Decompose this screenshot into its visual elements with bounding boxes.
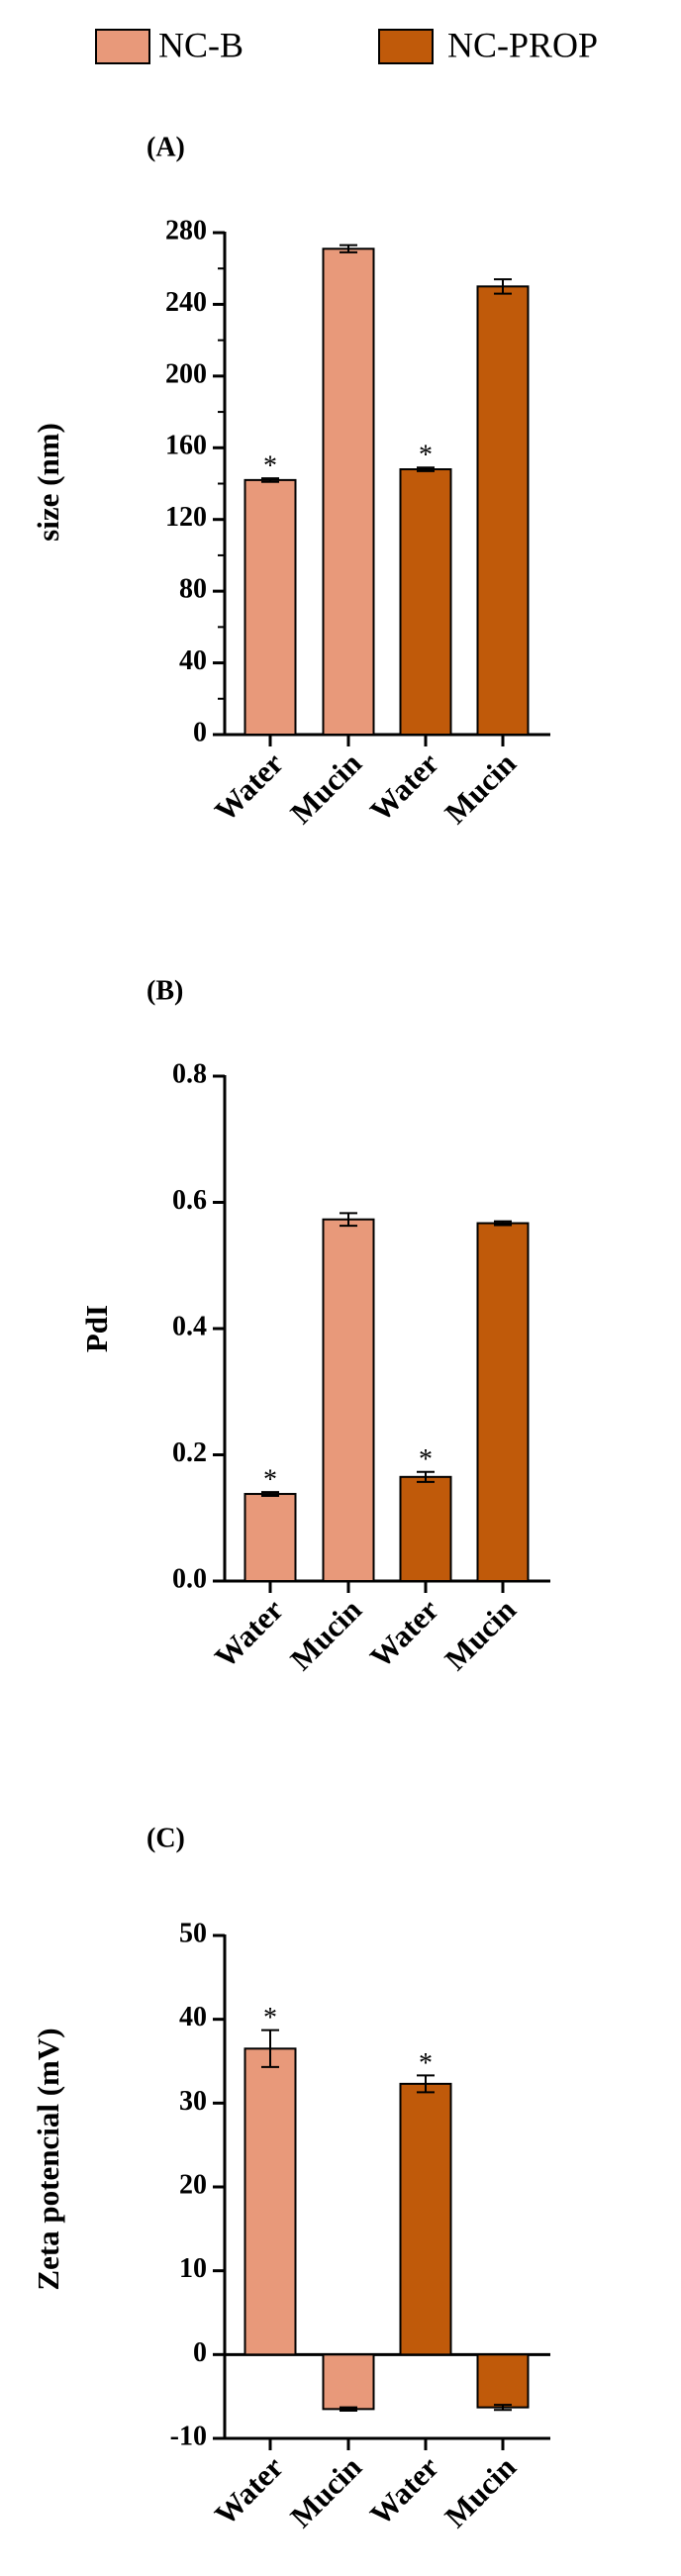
x-tick-label: Mucin <box>283 1592 368 1677</box>
x-tick-label: Mucin <box>438 1592 523 1677</box>
significance-mark: * <box>263 1465 277 1496</box>
y-tick-label: 50 <box>179 1918 207 1948</box>
y-tick-label: 280 <box>165 215 207 246</box>
panel-label: (C) <box>146 1823 185 1853</box>
bar <box>399 2082 452 2356</box>
significance-mark: * <box>419 441 433 471</box>
y-tick-label: -10 <box>170 2421 207 2451</box>
y-tick-label: 0 <box>193 717 207 747</box>
x-tick-label: Water <box>363 745 445 828</box>
bar <box>322 248 375 737</box>
y-tick-label: 0.8 <box>172 1058 207 1089</box>
legend-swatch <box>95 29 150 64</box>
bar <box>243 2047 297 2356</box>
y-tick-label: 30 <box>179 2086 207 2117</box>
panel-label: (B) <box>146 975 183 1006</box>
bar <box>399 1475 452 1582</box>
significance-mark: * <box>263 450 277 481</box>
x-tick-label: Mucin <box>283 2449 368 2534</box>
y-tick-label: 0 <box>193 2337 207 2368</box>
legend-swatch <box>378 29 434 64</box>
bar <box>476 285 530 736</box>
x-tick-label: Water <box>208 745 290 828</box>
x-tick-label: Water <box>208 1592 290 1674</box>
x-tick-label: Mucin <box>438 745 523 831</box>
y-tick-label: 0.4 <box>172 1311 207 1341</box>
legend-label: NC-B <box>158 25 243 64</box>
x-tick-label: Water <box>208 2449 290 2531</box>
y-axis-label: Zeta potencial (mV) <box>31 2028 65 2290</box>
y-axis-label: PdI <box>79 1305 114 1352</box>
x-tick-label: Mucin <box>438 2449 523 2534</box>
y-tick-label: 240 <box>165 287 207 318</box>
bar <box>476 2353 530 2409</box>
y-tick-label: 20 <box>179 2169 207 2200</box>
y-tick-label: 160 <box>165 431 207 461</box>
bar <box>322 2353 375 2411</box>
bar <box>322 1218 375 1583</box>
y-tick-label: 200 <box>165 358 207 389</box>
y-tick-label: 40 <box>179 645 207 676</box>
bar <box>476 1222 530 1582</box>
x-tick-label: Mucin <box>283 745 368 831</box>
y-tick-label: 0.2 <box>172 1437 207 1468</box>
x-tick-label: Water <box>363 2449 445 2531</box>
y-axis-label: size (nm) <box>31 423 65 542</box>
significance-mark: * <box>419 2048 433 2079</box>
x-tick-label: Water <box>363 1592 445 1674</box>
bar <box>243 1493 297 1583</box>
y-tick-label: 120 <box>165 502 207 533</box>
bar <box>399 468 452 736</box>
y-tick-label: 0.6 <box>172 1185 207 1216</box>
legend-label: NC-PROP <box>447 25 598 64</box>
y-tick-label: 0.0 <box>172 1563 207 1594</box>
y-tick-label: 80 <box>179 574 207 605</box>
significance-mark: * <box>263 2003 277 2033</box>
significance-mark: * <box>419 1444 433 1475</box>
bar <box>243 478 297 736</box>
y-tick-label: 40 <box>179 2002 207 2032</box>
y-tick-label: 10 <box>179 2253 207 2284</box>
panel-label: (A) <box>146 132 185 162</box>
